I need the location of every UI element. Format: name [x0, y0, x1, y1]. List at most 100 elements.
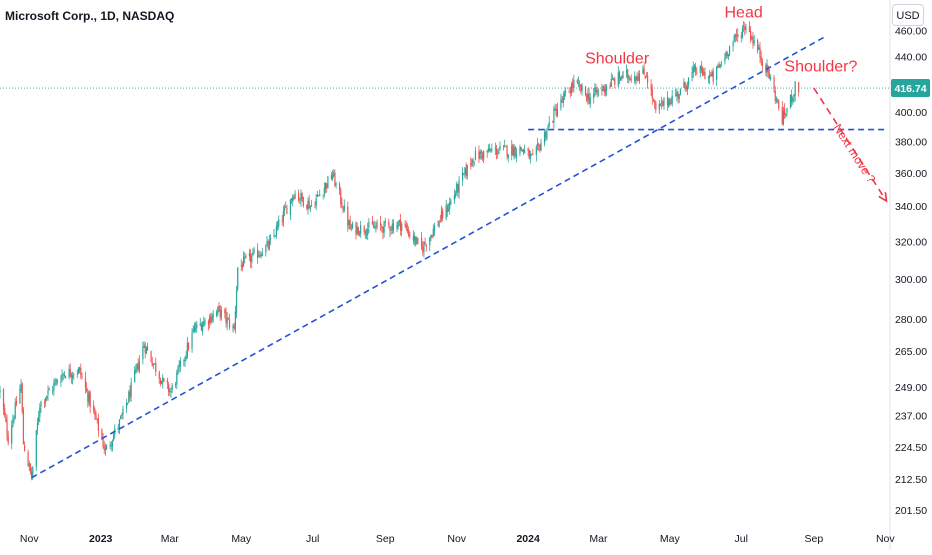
candle — [364, 229, 366, 239]
candle-body — [357, 227, 359, 235]
annotation-label: Head — [724, 5, 762, 22]
currency-button[interactable]: USD — [892, 4, 924, 26]
candle-body — [161, 380, 163, 385]
candle — [187, 341, 190, 352]
candle — [84, 371, 87, 394]
candle — [458, 176, 460, 199]
candle — [521, 148, 523, 153]
candle — [48, 387, 50, 391]
candle-body — [618, 71, 621, 79]
time-tick-label: Jul — [306, 533, 319, 545]
candle — [727, 54, 729, 61]
candle-body — [335, 183, 337, 186]
candle-body — [27, 452, 29, 466]
candle — [399, 213, 402, 236]
candle-body — [56, 380, 58, 383]
candle-body — [502, 146, 505, 147]
candle-body — [127, 402, 129, 405]
candle — [396, 221, 398, 233]
candle — [381, 224, 383, 233]
candle-body — [316, 194, 318, 197]
candle-body — [111, 440, 114, 447]
candle — [53, 379, 55, 396]
candle — [294, 190, 296, 200]
candle — [72, 371, 74, 385]
candle-body — [244, 256, 246, 259]
candle — [367, 222, 369, 241]
candle — [466, 164, 468, 180]
candle-body — [718, 65, 720, 67]
candle — [634, 71, 636, 84]
candle — [726, 50, 728, 59]
candle-body — [728, 45, 731, 55]
candle — [548, 116, 550, 128]
candle — [520, 146, 522, 152]
candle-body — [241, 264, 244, 269]
candle-body — [248, 253, 251, 257]
candle — [104, 443, 106, 456]
candle — [791, 89, 793, 107]
candle — [382, 226, 384, 240]
candle-body — [554, 108, 556, 111]
candle-body — [577, 82, 580, 84]
candle — [553, 106, 555, 129]
candle — [21, 382, 23, 415]
time-tick-label: Jul — [735, 533, 748, 545]
candle-body — [703, 71, 705, 75]
candle — [565, 87, 567, 97]
candle — [275, 221, 277, 239]
candle — [68, 364, 70, 380]
candle — [678, 93, 680, 104]
candle — [241, 261, 244, 272]
candle-body — [293, 197, 295, 199]
candle — [782, 106, 785, 126]
candle-body — [150, 351, 152, 362]
candle-body — [677, 92, 679, 98]
candle — [301, 192, 303, 202]
candle — [793, 93, 795, 103]
candle — [397, 220, 399, 230]
candle — [244, 252, 246, 264]
candle-body — [700, 66, 703, 70]
candle-body — [125, 403, 128, 409]
candle-body — [543, 132, 546, 144]
candle — [579, 80, 581, 92]
candle-body — [159, 379, 162, 384]
candle — [573, 74, 575, 93]
candle-body — [343, 205, 345, 211]
candle — [363, 224, 365, 236]
candle-body — [726, 52, 728, 57]
candle — [511, 139, 513, 161]
candle-body — [63, 375, 66, 376]
candle — [446, 203, 448, 217]
candle — [720, 60, 722, 67]
candle-body — [322, 194, 324, 196]
time-tick-label: Sep — [376, 533, 395, 545]
candle-body — [6, 420, 8, 436]
candle-body — [555, 108, 557, 116]
annotations-layer: Head Shoulder Shoulder? Next move ? — [585, 5, 879, 186]
candle — [73, 372, 75, 381]
candle-body — [301, 192, 303, 199]
candle — [162, 373, 164, 389]
candle-body — [211, 318, 213, 322]
candle — [193, 322, 195, 334]
candle-body — [449, 202, 451, 209]
candle — [390, 226, 392, 235]
candle-body — [405, 224, 407, 228]
candle — [276, 220, 279, 231]
annotation-label: Shoulder — [585, 50, 650, 67]
candle — [38, 410, 40, 426]
candle — [539, 143, 541, 153]
candle-body — [545, 131, 547, 138]
candle — [465, 162, 467, 180]
candle — [209, 314, 211, 329]
candle-body — [143, 345, 145, 348]
candle-body — [48, 389, 50, 391]
candle — [333, 169, 335, 178]
candle-body — [220, 309, 222, 318]
candle-body — [15, 401, 17, 405]
candle-body — [285, 206, 287, 208]
